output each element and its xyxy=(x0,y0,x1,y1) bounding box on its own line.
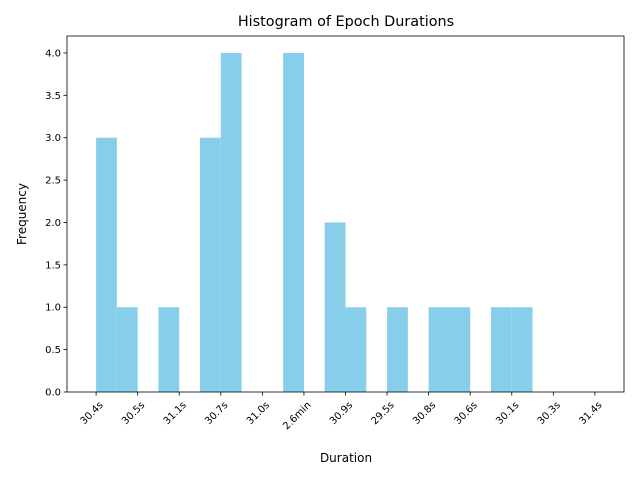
histogram-bar-1 xyxy=(96,137,117,392)
y-tick-label: 3.0 xyxy=(45,133,61,144)
y-tick-label: 2.5 xyxy=(45,176,61,187)
histogram-bar-13 xyxy=(511,307,533,392)
bars-group xyxy=(96,52,533,392)
histogram-bar-8 xyxy=(345,307,367,392)
y-tick-label: 0.0 xyxy=(45,388,61,399)
y-tick-label: 2.0 xyxy=(45,218,61,229)
y-tick-label: 4.0 xyxy=(45,48,61,59)
histogram-bar-11 xyxy=(449,307,471,392)
plot-frame xyxy=(66,35,625,393)
histogram-bar-3 xyxy=(158,307,180,392)
x-tick-label: 31.0s xyxy=(245,400,272,427)
x-tick-label: 30.4s xyxy=(79,400,106,427)
x-tick-label: 30.8s xyxy=(411,400,438,427)
y-tick-label: 1.5 xyxy=(45,260,61,271)
histogram-bar-5 xyxy=(220,52,242,392)
x-tick-label: 30.1s xyxy=(494,400,521,427)
y-axis-label: Frequency xyxy=(15,183,29,245)
x-tick-label: 30.7s xyxy=(203,400,230,427)
x-tick-label: 30.3s xyxy=(536,400,563,427)
x-tick-label: 30.6s xyxy=(453,400,480,427)
x-tick-label: 31.4s xyxy=(577,400,604,427)
x-tick-label: 30.5s xyxy=(120,400,147,427)
y-tick-label: 1.0 xyxy=(45,303,61,314)
y-tick-label: 3.5 xyxy=(45,91,61,102)
histogram-bar-2 xyxy=(116,307,138,392)
x-axis-ticks: 30.4s 30.5s 31.1s 30.7s 31.0s 2.6min 30.9s 29.5… xyxy=(79,392,605,432)
x-tick-label: 2.6min xyxy=(281,400,313,432)
histogram-bar-7 xyxy=(324,222,346,392)
chart-title: Histogram of Epoch Durations xyxy=(238,14,454,30)
x-axis-label: Duration xyxy=(320,451,372,465)
y-axis-ticks: 0.0 0.5 1.0 1.5 2.0 2.5 3.0 3.5 4.0 xyxy=(45,48,67,399)
histogram-bar-4 xyxy=(200,137,221,392)
histogram-bar-10 xyxy=(428,307,450,392)
histogram-bar-12 xyxy=(490,307,512,392)
x-tick-label: 31.1s xyxy=(162,400,189,427)
y-tick-label: 0.5 xyxy=(45,345,61,356)
histogram-bar-9 xyxy=(387,307,408,392)
x-tick-label: 30.9s xyxy=(328,400,355,427)
x-tick-label: 29.5s xyxy=(370,400,397,427)
histogram-bar-6 xyxy=(283,52,304,392)
